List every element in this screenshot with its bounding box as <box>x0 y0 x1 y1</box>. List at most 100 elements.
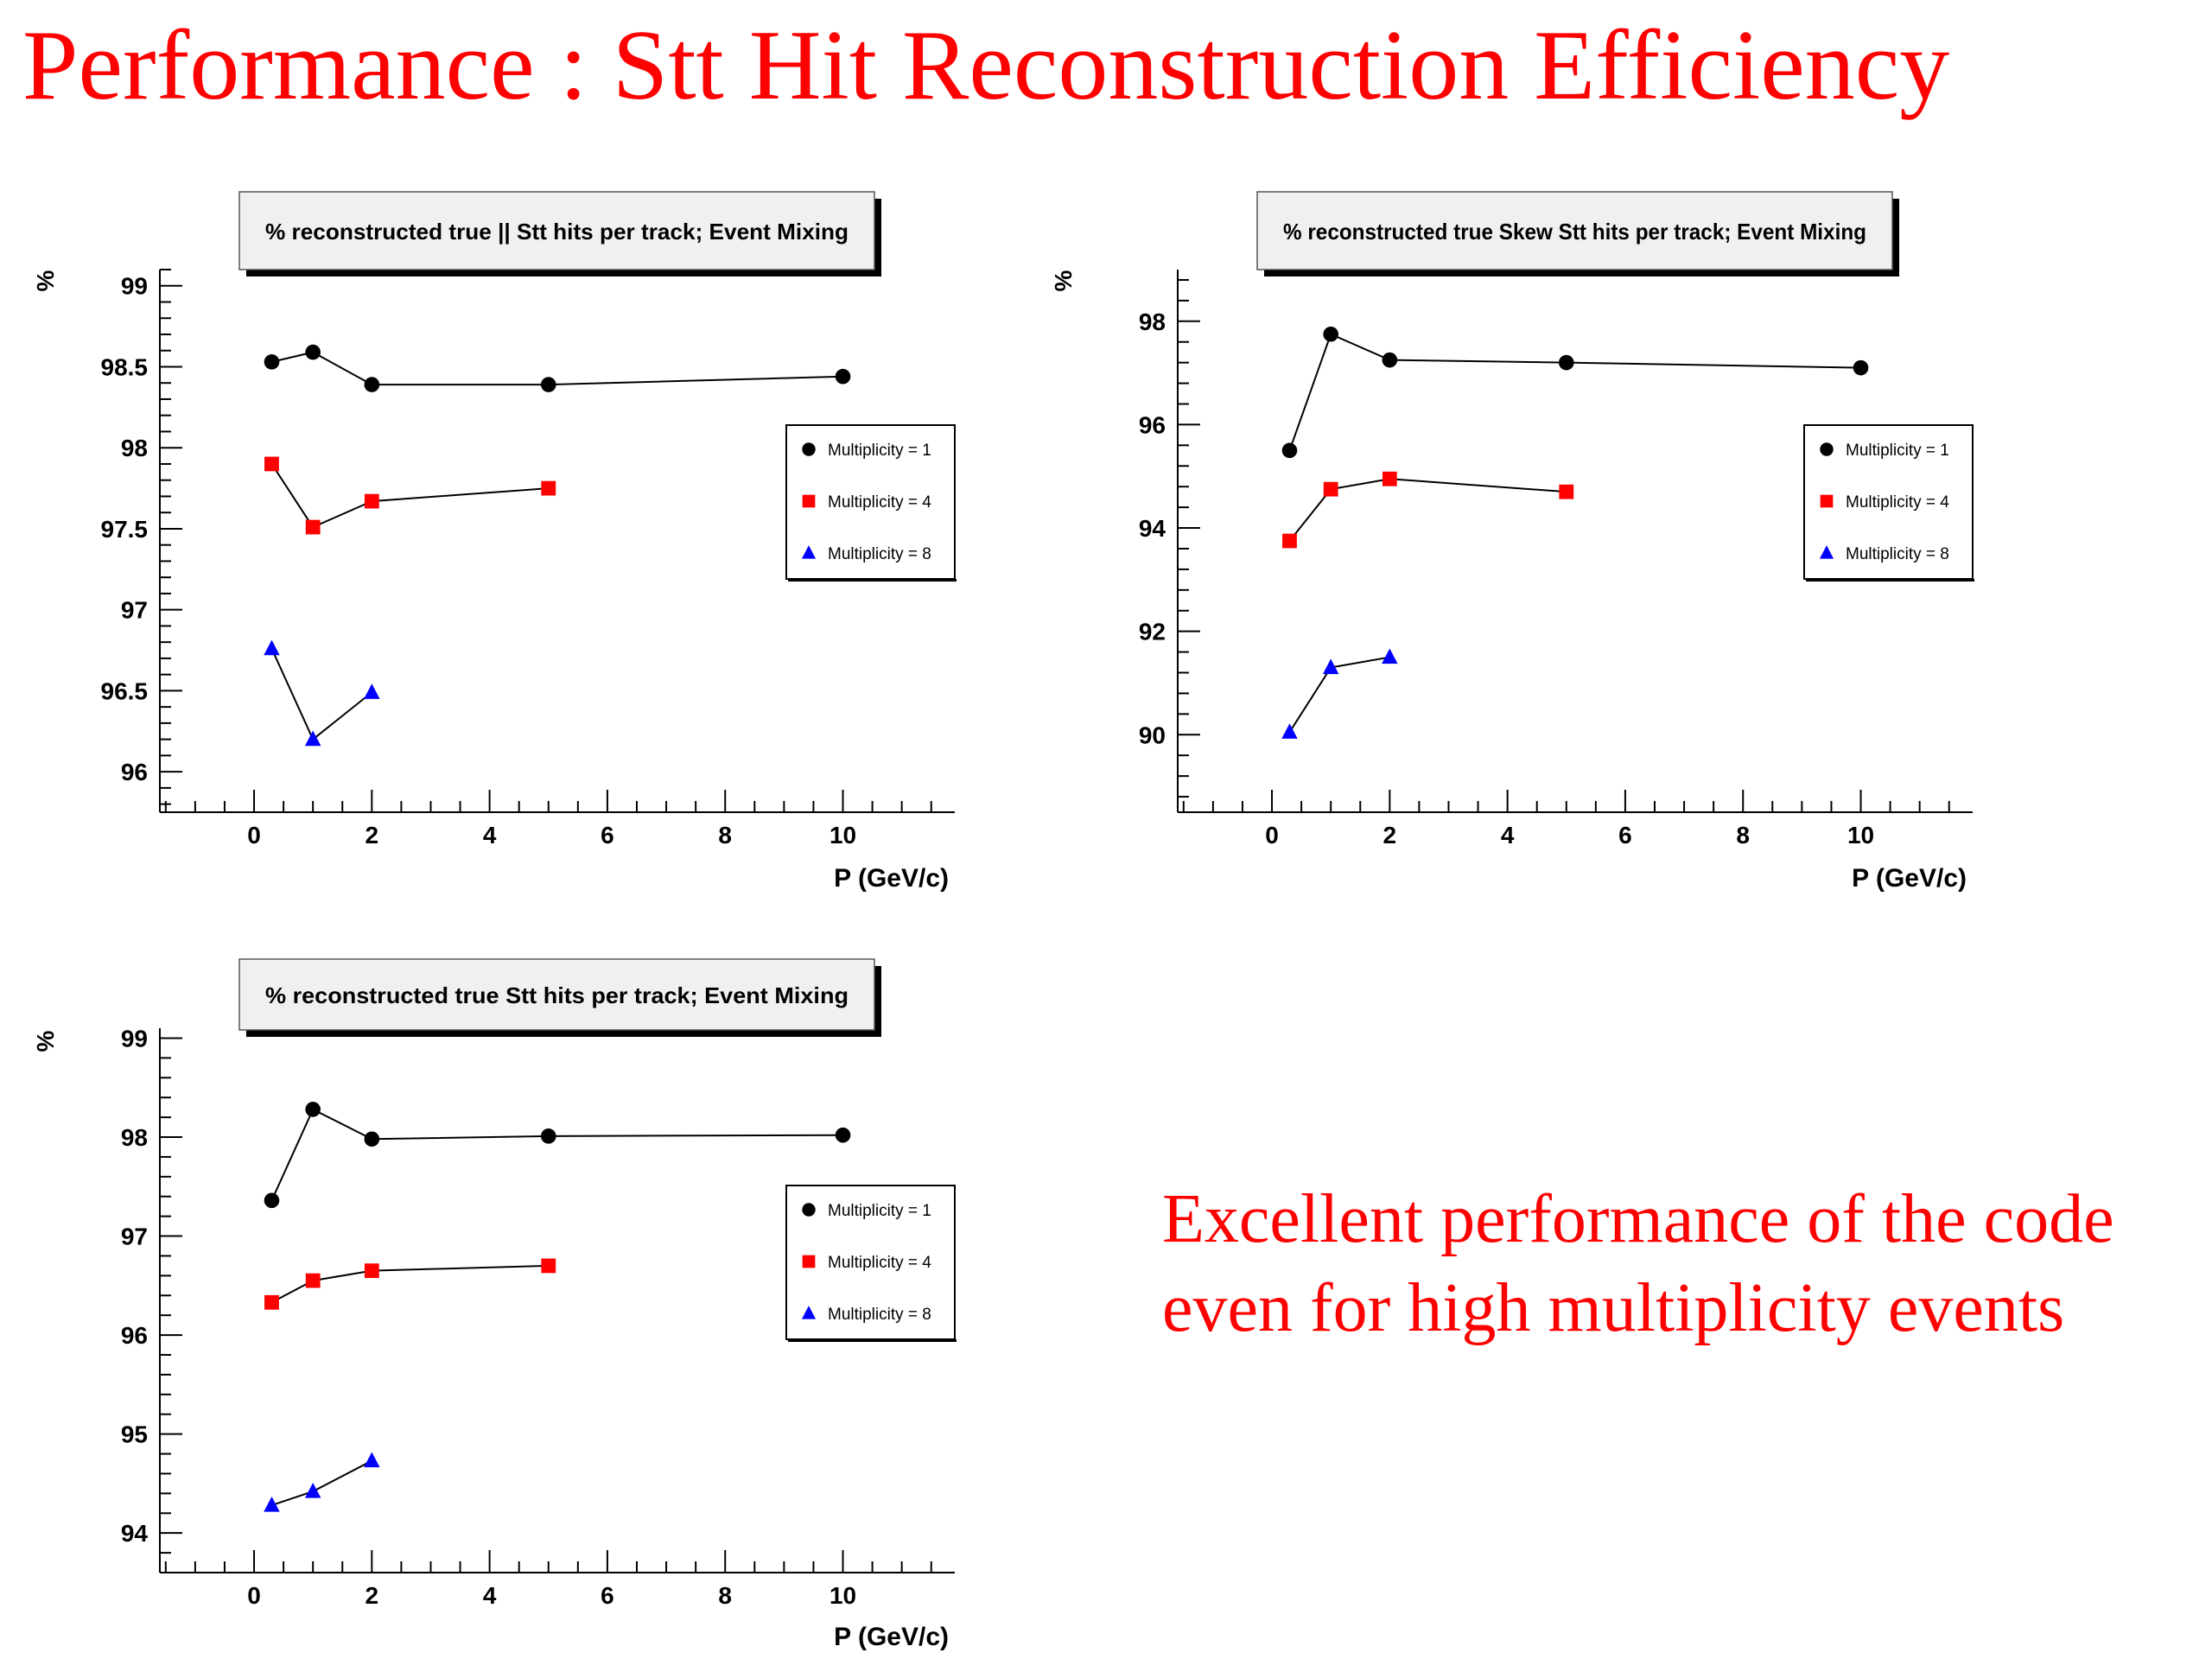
x-tick-label: 0 <box>247 1582 261 1609</box>
data-point <box>541 480 556 496</box>
y-tick-label: 95 <box>121 1421 148 1448</box>
x-tick-label: 8 <box>718 1582 732 1609</box>
y-tick-label: 92 <box>1139 619 1166 645</box>
legend-label: Multiplicity = 4 <box>828 493 931 512</box>
series-line <box>1288 333 1861 451</box>
data-point <box>264 1497 280 1512</box>
y-tick-label: 94 <box>121 1520 149 1547</box>
chart-title-box <box>1256 191 1893 270</box>
chart-title-box <box>238 958 875 1031</box>
y-tick-label: 96 <box>121 759 148 785</box>
x-tick-label: 2 <box>365 1582 379 1609</box>
data-point <box>264 1294 279 1310</box>
data-point <box>305 1273 321 1288</box>
data-point <box>1322 658 1339 675</box>
data-point <box>1281 723 1298 739</box>
data-point <box>1323 326 1338 342</box>
x-tick-label: 0 <box>247 822 261 849</box>
legend-marker <box>802 1203 816 1217</box>
data-point <box>364 1131 380 1147</box>
x-tick-label: 2 <box>1383 822 1397 849</box>
legend-marker <box>802 494 816 508</box>
conclusion-text: Excellent performance of the code even f… <box>1162 1181 2114 1346</box>
data-point <box>541 1258 556 1274</box>
y-tick-label: 96 <box>1139 411 1166 438</box>
slide-title: Performance : Stt Hit Reconstruction Eff… <box>22 10 1950 121</box>
data-point <box>364 377 380 392</box>
legend-shadow <box>788 579 957 582</box>
y-tick-label: 97 <box>121 1224 148 1250</box>
y-axis-label: % <box>32 270 59 291</box>
data-point <box>364 683 380 699</box>
series-line <box>270 463 549 529</box>
legend-label: Multiplicity = 4 <box>1846 493 1949 512</box>
data-point <box>304 1482 321 1498</box>
data-point <box>264 639 280 656</box>
chart-title: % reconstructed true Skew Stt hits per t… <box>1283 219 1866 245</box>
series-line <box>1288 478 1567 542</box>
legend-label: Multiplicity = 1 <box>1846 442 1949 460</box>
x-tick-label: 10 <box>830 1582 856 1609</box>
y-tick-label: 98 <box>121 435 148 461</box>
data-point <box>540 1128 556 1144</box>
data-point <box>364 1452 380 1468</box>
legend-label: Multiplicity = 8 <box>828 1306 931 1324</box>
x-axis-label: P (GeV/c) <box>834 864 949 893</box>
y-tick-label: 97.5 <box>101 516 149 543</box>
legend-label: Multiplicity = 8 <box>1846 545 1949 563</box>
series-line <box>271 1459 372 1507</box>
series-line <box>271 351 843 386</box>
legend-marker <box>1820 442 1834 456</box>
legend-marker <box>802 1255 816 1268</box>
data-point <box>540 377 556 392</box>
x-tick-label: 6 <box>1618 822 1632 849</box>
data-point <box>1559 484 1574 499</box>
data-point <box>1853 359 1869 376</box>
y-tick-label: 98.5 <box>101 353 149 380</box>
legend-marker <box>801 1306 817 1319</box>
y-axis-label: % <box>32 1030 59 1052</box>
y-tick-label: 96.5 <box>101 677 149 704</box>
y-tick-label: 98 <box>1139 308 1166 335</box>
chart-title: % reconstructed true || Stt hits per tra… <box>265 219 849 245</box>
data-point <box>1382 352 1398 368</box>
data-point <box>1282 533 1297 549</box>
y-tick-label: 97 <box>121 597 148 624</box>
y-tick-label: 99 <box>121 1025 148 1052</box>
x-tick-label: 8 <box>1736 822 1750 849</box>
y-tick-label: 98 <box>121 1124 148 1151</box>
series-line <box>271 1264 549 1304</box>
chart-panel-2: 90 92 94 96 98 0 2 4 6 8 10% P (GeV/c) % reconstruct… <box>1050 191 1974 893</box>
data-point <box>364 1263 379 1279</box>
chart-title-box <box>238 191 875 270</box>
data-point <box>364 493 379 509</box>
data-point <box>304 730 321 747</box>
legend-marker <box>802 442 816 456</box>
x-tick-label: 4 <box>483 1582 497 1609</box>
x-axis-label: P (GeV/c) <box>834 1623 949 1651</box>
x-tick-label: 2 <box>365 822 379 849</box>
legend-shadow <box>788 1339 957 1342</box>
data-point <box>305 344 321 360</box>
y-tick-label: 96 <box>121 1322 148 1349</box>
legend-marker <box>1820 494 1834 508</box>
legend-label: Multiplicity = 4 <box>828 1254 931 1272</box>
x-tick-label: 10 <box>830 822 856 849</box>
x-tick-label: 0 <box>1265 822 1279 849</box>
data-point <box>1558 354 1574 371</box>
x-axis-label: P (GeV/c) <box>1852 864 1967 893</box>
y-tick-label: 99 <box>121 273 148 300</box>
legend-shadow <box>1806 579 1974 582</box>
x-tick-label: 8 <box>718 822 732 849</box>
chart-panel-1: 96 96.5 97 97.5 98 98.5 99 0 2 4 6 8 10% P (GeV/c) % r… <box>32 191 957 893</box>
chart-title: % reconstructed true Stt hits per track;… <box>265 982 849 1008</box>
legend-label: Multiplicity = 8 <box>828 545 931 563</box>
legend-marker <box>1819 545 1834 559</box>
data-point <box>835 368 851 385</box>
data-point <box>264 456 279 472</box>
x-tick-label: 6 <box>601 1582 614 1609</box>
x-tick-label: 10 <box>1847 822 1874 849</box>
data-point <box>305 1102 321 1117</box>
legend-label: Multiplicity = 1 <box>828 442 931 460</box>
